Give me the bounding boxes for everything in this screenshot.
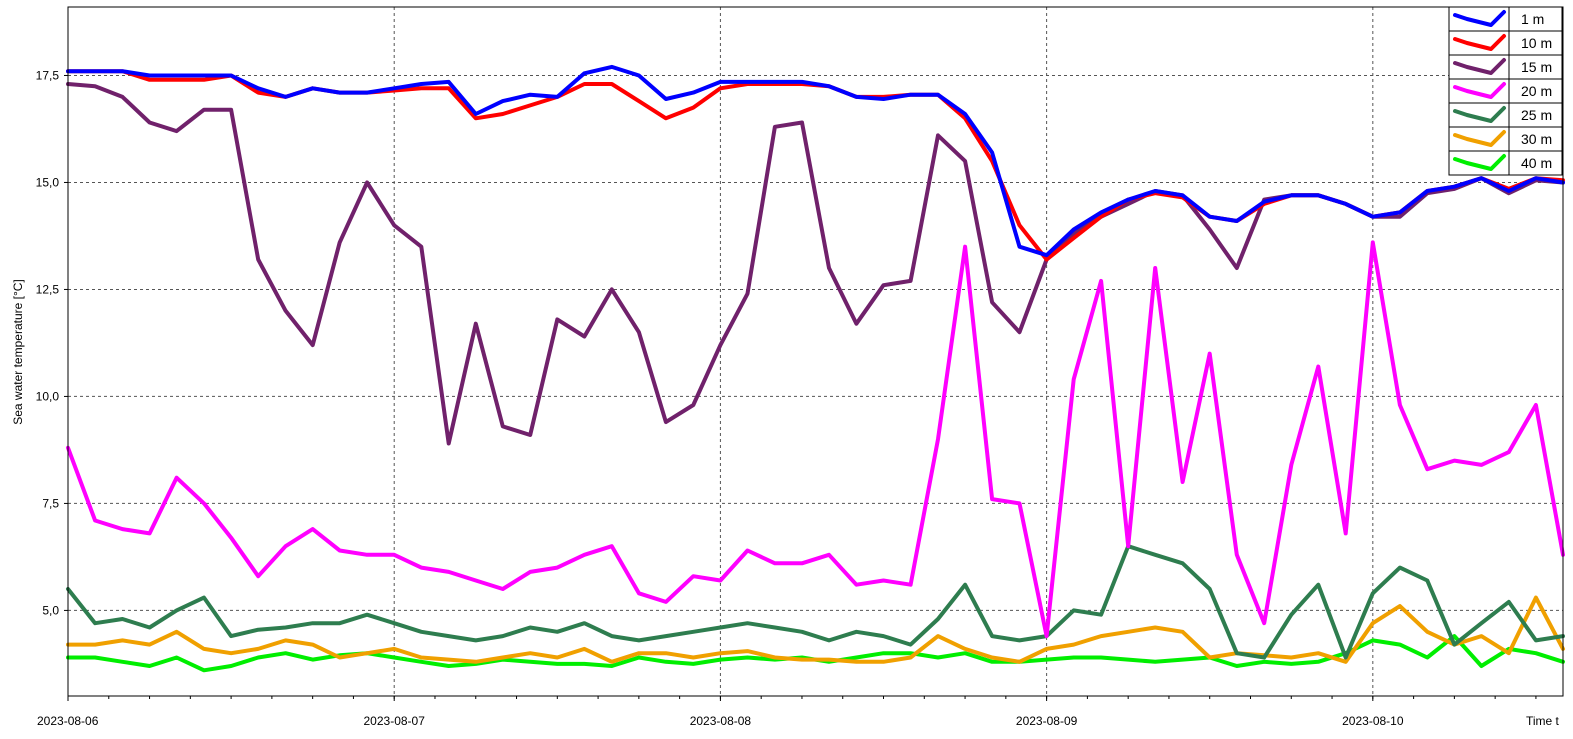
legend-label: 20 m xyxy=(1521,83,1552,99)
y-axis-ticks: 5,0 7,5 10,0 12,5 15,0 17,5 xyxy=(36,68,68,617)
series-line-25m xyxy=(66,544,1565,660)
y-axis-label: Sea water temperature [°C] xyxy=(11,279,25,425)
legend-label: 30 m xyxy=(1521,131,1552,147)
y-tick-label: 10,0 xyxy=(36,389,60,403)
grid xyxy=(68,7,1563,696)
legend-swatch xyxy=(1453,58,1506,75)
legend-label: 25 m xyxy=(1521,107,1552,123)
series-line-10m xyxy=(66,69,1565,262)
y-tick-label: 17,5 xyxy=(36,68,60,82)
legend-swatch xyxy=(1453,130,1506,147)
legend-swatch xyxy=(1453,10,1506,27)
y-tick-label: 5,0 xyxy=(42,603,59,617)
x-tick-label: 2023-08-08 xyxy=(690,714,752,728)
x-tick-label: 2023-08-07 xyxy=(364,714,426,728)
series-line-1m xyxy=(66,64,1565,258)
series-line-15m xyxy=(66,82,1565,446)
series-line-20m xyxy=(66,240,1565,639)
legend-label: 15 m xyxy=(1521,59,1552,75)
legend-label: 10 m xyxy=(1521,35,1552,51)
y-tick-label: 12,5 xyxy=(36,282,60,296)
x-axis-label: Time t xyxy=(1526,714,1560,728)
x-tick-label: 2023-08-06 xyxy=(37,714,99,728)
legend: 1 m 10 m 15 m 20 m 25 m 30 m 40 m xyxy=(1448,6,1563,176)
series-line-30m xyxy=(66,595,1565,664)
y-tick-label: 15,0 xyxy=(36,175,60,189)
legend-swatch xyxy=(1453,82,1506,99)
y-tick-label: 7,5 xyxy=(42,496,59,510)
legend-swatch xyxy=(1453,154,1506,171)
plot-frame xyxy=(67,6,1564,697)
legend-swatch xyxy=(1453,34,1506,51)
x-tick-label: 2023-08-09 xyxy=(1016,714,1078,728)
x-axis-ticks: 2023-08-06 2023-08-07 2023-08-08 2023-08-09… xyxy=(37,696,1537,728)
series-lines xyxy=(66,64,1565,673)
x-tick-label: 2023-08-10 xyxy=(1342,714,1404,728)
legend-swatch xyxy=(1453,106,1506,123)
legend-label: 40 m xyxy=(1521,155,1552,171)
legend-label: 1 m xyxy=(1521,11,1544,27)
